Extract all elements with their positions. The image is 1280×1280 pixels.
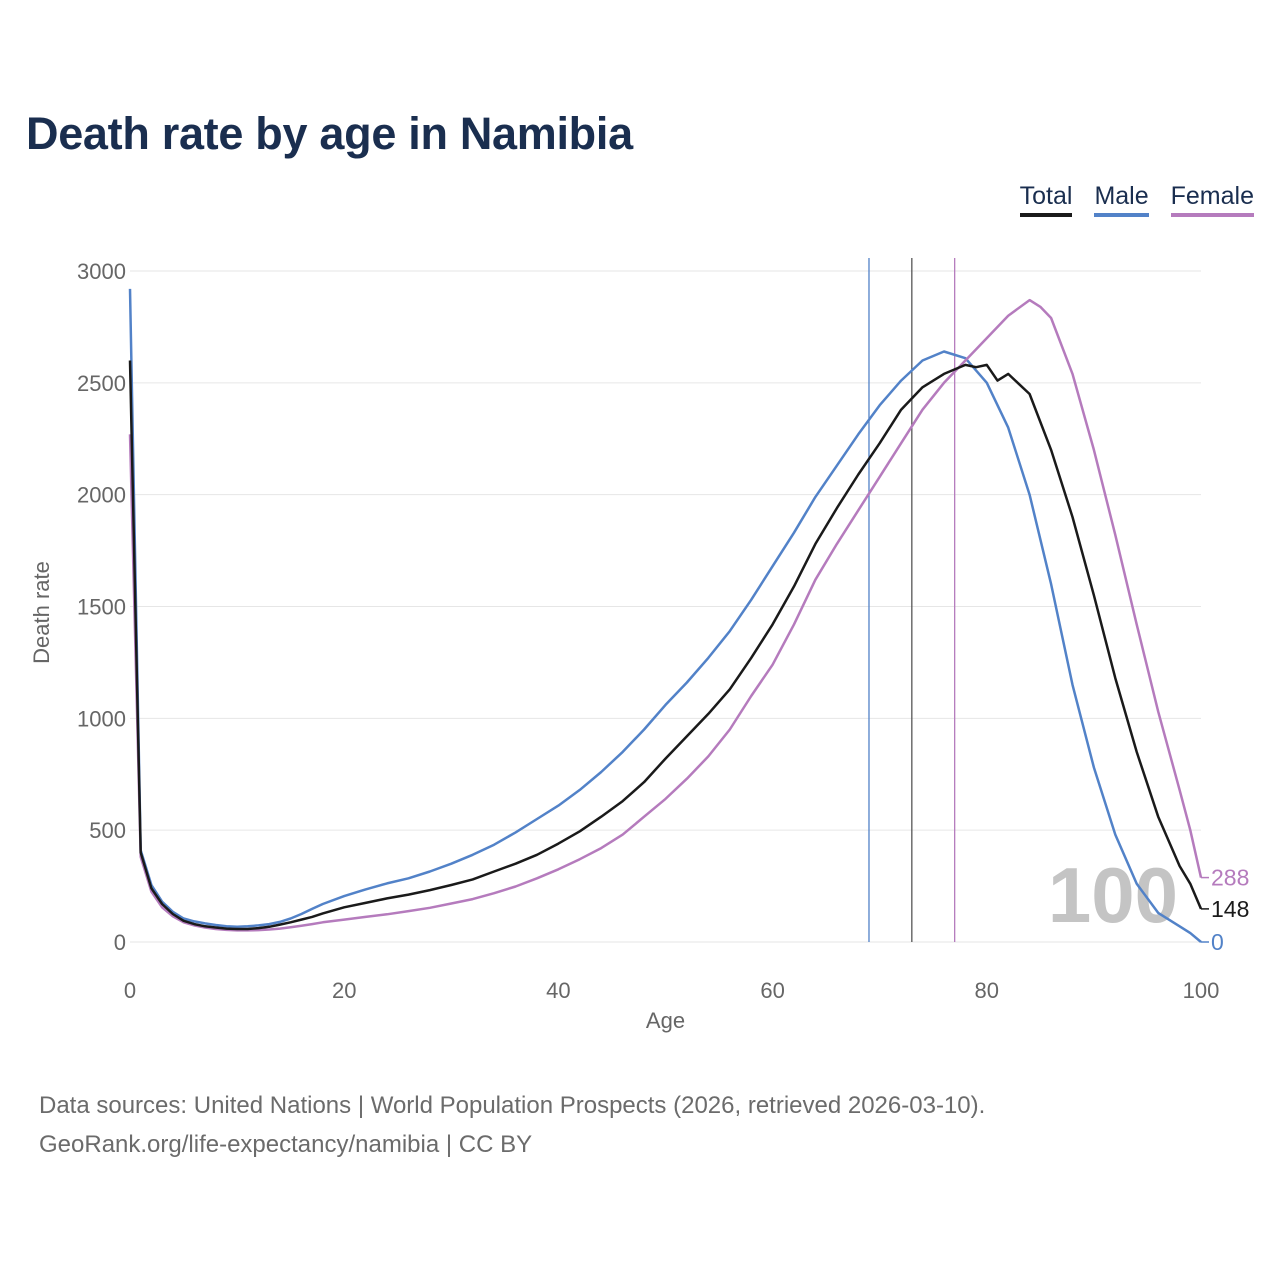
x-tick-label: 20 <box>332 978 356 1003</box>
chart-title: Death rate by age in Namibia <box>26 108 633 159</box>
legend: Total Male Female <box>1019 182 1254 217</box>
y-tick-label: 1000 <box>77 706 126 731</box>
source-note: Data sources: United Nations | World Pop… <box>39 1092 986 1119</box>
y-tick-label: 2000 <box>77 483 126 508</box>
end-label-male: 0 <box>1211 929 1224 955</box>
end-label-total: 148 <box>1211 896 1249 922</box>
footer: Data sources: United Nations | World Pop… <box>39 1086 985 1164</box>
y-tick-label: 500 <box>89 818 126 843</box>
x-tick-label: 100 <box>1183 978 1220 1003</box>
x-tick-label: 80 <box>975 978 999 1003</box>
x-tick-label: 0 <box>124 978 136 1003</box>
y-tick-label: 3000 <box>77 259 126 284</box>
series-line-total <box>128 360 1203 931</box>
x-axis-label: Age <box>646 1008 685 1033</box>
y-tick-label: 0 <box>114 930 126 955</box>
x-tick-label: 60 <box>760 978 784 1003</box>
y-axis-label: Death rate <box>29 561 54 664</box>
legend-item-total[interactable]: Total <box>1019 182 1073 217</box>
y-tick-label: 2500 <box>77 371 126 396</box>
y-tick-label: 1500 <box>77 595 126 620</box>
end-label-female: 288 <box>1211 865 1249 891</box>
attribution-note: GeoRank.org/life-expectancy/namibia | CC… <box>39 1131 533 1158</box>
legend-item-male[interactable]: Male <box>1094 182 1149 217</box>
legend-item-female[interactable]: Female <box>1170 182 1254 217</box>
year-annotation: 100 <box>1048 851 1178 939</box>
x-tick-label: 40 <box>546 978 570 1003</box>
series-line-female <box>128 298 1203 932</box>
series-line-male <box>128 288 1202 943</box>
